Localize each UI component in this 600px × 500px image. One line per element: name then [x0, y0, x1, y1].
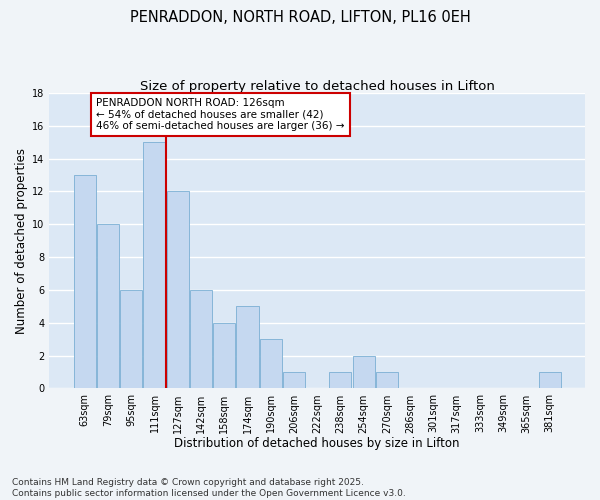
Bar [376, 372, 398, 388]
Title: Size of property relative to detached houses in Lifton: Size of property relative to detached ho… [140, 80, 494, 93]
Bar [97, 224, 119, 388]
Bar [167, 192, 189, 388]
Bar [74, 175, 96, 388]
Bar [120, 290, 142, 388]
Text: PENRADDON NORTH ROAD: 126sqm
← 54% of detached houses are smaller (42)
46% of se: PENRADDON NORTH ROAD: 126sqm ← 54% of de… [97, 98, 345, 131]
Bar [353, 356, 375, 388]
X-axis label: Distribution of detached houses by size in Lifton: Distribution of detached houses by size … [175, 437, 460, 450]
Text: PENRADDON, NORTH ROAD, LIFTON, PL16 0EH: PENRADDON, NORTH ROAD, LIFTON, PL16 0EH [130, 10, 470, 25]
Bar [329, 372, 352, 388]
Bar [236, 306, 259, 388]
Bar [143, 142, 166, 388]
Bar [283, 372, 305, 388]
Bar [260, 339, 282, 388]
Y-axis label: Number of detached properties: Number of detached properties [15, 148, 28, 334]
Bar [539, 372, 560, 388]
Bar [190, 290, 212, 388]
Bar [213, 323, 235, 388]
Text: Contains HM Land Registry data © Crown copyright and database right 2025.
Contai: Contains HM Land Registry data © Crown c… [12, 478, 406, 498]
